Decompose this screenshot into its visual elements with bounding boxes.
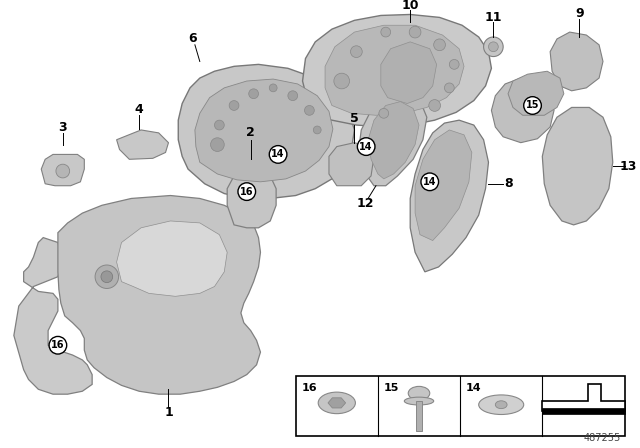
Polygon shape (328, 398, 346, 408)
Circle shape (229, 101, 239, 110)
Polygon shape (415, 130, 472, 241)
Text: 16: 16 (301, 383, 317, 393)
Polygon shape (368, 102, 419, 179)
Text: 12: 12 (356, 197, 374, 210)
Text: 16: 16 (240, 187, 253, 197)
Circle shape (269, 146, 287, 163)
Text: 10: 10 (401, 0, 419, 12)
Ellipse shape (495, 401, 507, 409)
Circle shape (524, 97, 541, 114)
Circle shape (449, 60, 459, 69)
Circle shape (421, 173, 438, 190)
Circle shape (381, 27, 390, 37)
Bar (317, 383, 368, 426)
Text: 14: 14 (423, 177, 436, 187)
Polygon shape (542, 384, 625, 411)
Circle shape (214, 120, 224, 130)
Circle shape (249, 89, 259, 99)
Text: 2: 2 (246, 126, 255, 139)
Ellipse shape (479, 395, 524, 414)
Circle shape (484, 37, 503, 56)
Circle shape (101, 271, 113, 283)
Polygon shape (14, 237, 92, 394)
Polygon shape (227, 169, 276, 228)
Polygon shape (325, 25, 464, 115)
Polygon shape (116, 130, 168, 159)
Polygon shape (550, 32, 603, 91)
Text: 9: 9 (575, 7, 584, 20)
Circle shape (314, 126, 321, 134)
Polygon shape (329, 142, 374, 186)
Polygon shape (195, 79, 333, 182)
Polygon shape (41, 155, 84, 186)
Ellipse shape (404, 397, 434, 405)
Circle shape (288, 91, 298, 101)
Text: 11: 11 (484, 11, 502, 24)
Polygon shape (542, 108, 612, 225)
Circle shape (95, 265, 118, 289)
Polygon shape (492, 78, 554, 142)
Circle shape (211, 138, 224, 151)
Circle shape (434, 39, 445, 51)
Text: 1: 1 (164, 406, 173, 419)
Text: 8: 8 (505, 177, 513, 190)
Circle shape (488, 42, 499, 52)
Circle shape (357, 138, 375, 155)
Text: 15: 15 (526, 100, 540, 111)
Text: 14: 14 (360, 142, 373, 151)
Bar (542, 408, 625, 414)
Text: 15: 15 (384, 383, 399, 393)
Polygon shape (58, 195, 260, 394)
Text: 6: 6 (189, 32, 197, 45)
Text: 7: 7 (339, 401, 347, 414)
Text: 14: 14 (271, 150, 285, 159)
Polygon shape (381, 42, 436, 103)
Bar (296, 375, 625, 436)
Text: 5: 5 (350, 112, 359, 125)
Circle shape (238, 183, 255, 200)
Ellipse shape (318, 392, 355, 414)
Text: 3: 3 (58, 121, 67, 134)
Polygon shape (358, 94, 427, 186)
Circle shape (269, 84, 277, 92)
Circle shape (379, 108, 388, 118)
Circle shape (409, 26, 421, 38)
Polygon shape (303, 14, 492, 127)
Circle shape (305, 105, 314, 115)
Text: 13: 13 (620, 159, 637, 172)
Polygon shape (508, 71, 564, 115)
Text: 4: 4 (135, 103, 143, 116)
Polygon shape (179, 65, 355, 198)
Polygon shape (116, 221, 227, 296)
Text: 14: 14 (466, 383, 482, 393)
Circle shape (49, 336, 67, 354)
Polygon shape (316, 378, 372, 426)
Text: 487255: 487255 (583, 433, 621, 443)
Bar (416, 401, 422, 431)
Text: 16: 16 (51, 340, 65, 350)
Circle shape (334, 73, 349, 89)
Polygon shape (410, 120, 488, 272)
Ellipse shape (408, 386, 430, 400)
Circle shape (429, 99, 440, 112)
Circle shape (351, 46, 362, 57)
Circle shape (56, 164, 70, 178)
Circle shape (444, 83, 454, 93)
